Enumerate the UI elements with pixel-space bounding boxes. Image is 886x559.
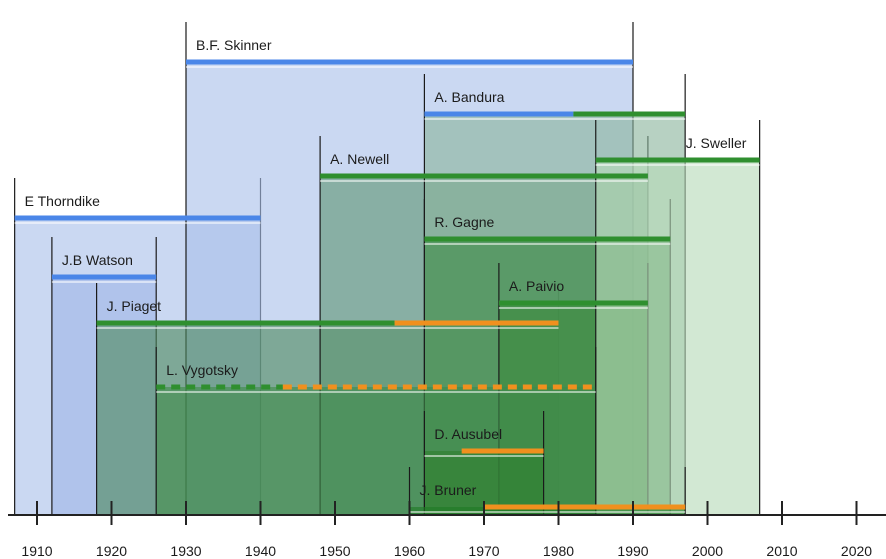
axis-tick-label-1920: 1920 bbox=[96, 543, 127, 559]
theorist-label-newell: A. Newell bbox=[330, 151, 389, 167]
axis-tick-label-1950: 1950 bbox=[319, 543, 350, 559]
theorist-label-bandura: A. Bandura bbox=[434, 89, 504, 105]
axis-tick-label-1930: 1930 bbox=[170, 543, 201, 559]
axis-tick-label-2000: 2000 bbox=[692, 543, 723, 559]
axis-tick-label-2020: 2020 bbox=[841, 543, 872, 559]
theorist-label-bruner: J. Bruner bbox=[420, 482, 477, 498]
axis-tick-label-1940: 1940 bbox=[245, 543, 276, 559]
theorist-box-sweller bbox=[595, 160, 760, 515]
theorist-label-ausubel: D. Ausubel bbox=[434, 426, 502, 442]
axis-tick-label-1980: 1980 bbox=[543, 543, 574, 559]
theorist-lines bbox=[14, 59, 760, 513]
axis-tick-label-1970: 1970 bbox=[468, 543, 499, 559]
axis-tick-label-1990: 1990 bbox=[617, 543, 648, 559]
axis-tick-label-1910: 1910 bbox=[21, 543, 52, 559]
theorist-label-gagne: R. Gagne bbox=[434, 214, 494, 230]
axis-tick-label-1960: 1960 bbox=[394, 543, 425, 559]
theorist-box-bruner bbox=[409, 507, 686, 515]
theorist-label-skinner: B.F. Skinner bbox=[196, 37, 272, 53]
timeline-axis: 1910 1920 1930 1940 1950 1960 1970 1980 1990 2000… bbox=[8, 501, 886, 559]
theorist-label-paivio: A. Paivio bbox=[509, 278, 564, 294]
theorist-label-piaget: J. Piaget bbox=[107, 298, 162, 314]
theorist-label-watson: J.B Watson bbox=[62, 252, 133, 268]
theorist-label-vygotsky: L. Vygotsky bbox=[166, 362, 238, 378]
axis-tick-label-2010: 2010 bbox=[766, 543, 797, 559]
theorist-boxes bbox=[14, 22, 761, 515]
theorist-labels: E Thorndike B.F. Skinner J.B Watson J. Piag… bbox=[25, 37, 747, 498]
theorist-label-thorndike: E Thorndike bbox=[25, 193, 100, 209]
theorist-label-sweller: J. Sweller bbox=[686, 135, 747, 151]
